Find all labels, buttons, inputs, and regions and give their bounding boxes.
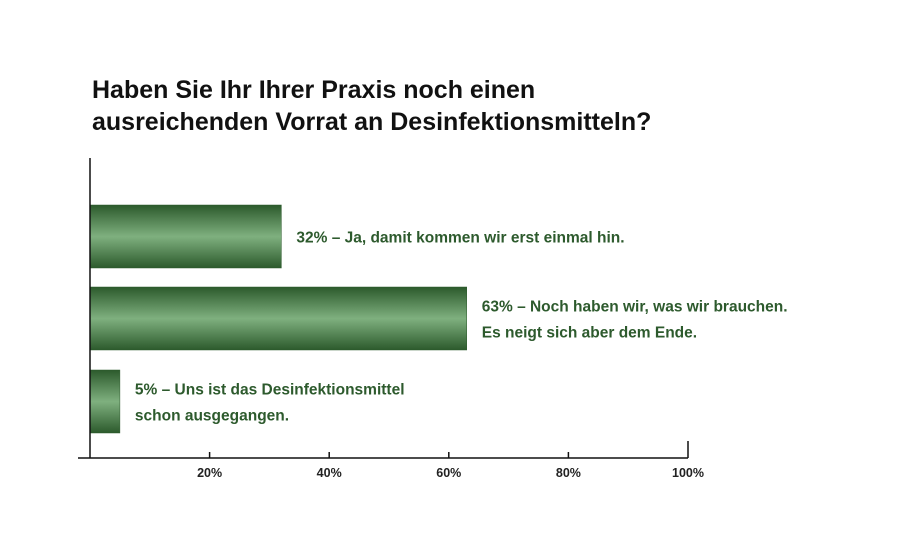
axes-group: 20% 40% 60% 80% 100%: [78, 158, 704, 480]
bar-3-label-line-1: 5% – Uns ist das Desinfektionsmittel: [135, 382, 405, 399]
bar-2-label-line-1: 63% – Noch haben wir, was wir brauchen.: [482, 299, 788, 316]
bar-3: [89, 369, 121, 434]
bars-group: [89, 204, 467, 434]
x-tick-label-80: 80%: [556, 466, 581, 480]
bar-3-label-line-2: schon ausgegangen.: [135, 408, 289, 425]
chart-title: Haben Sie Ihr Ihrer Praxis noch einen au…: [92, 74, 852, 138]
x-tick-label-40: 40%: [317, 466, 342, 480]
x-tick-label-20: 20%: [197, 466, 222, 480]
bar-1-label-line-1: 32% – Ja, damit kommen wir erst einmal h…: [296, 230, 624, 247]
x-tick-label-100: 100%: [672, 466, 704, 480]
bar-1: [89, 204, 282, 269]
chart-title-line-1: Haben Sie Ihr Ihrer Praxis noch einen: [92, 76, 536, 104]
bar-labels-group: 32% – Ja, damit kommen wir erst einmal h…: [135, 230, 788, 425]
bar-2: [89, 286, 467, 351]
chart-title-line-2: ausreichenden Vorrat an Desinfektionsmit…: [92, 108, 652, 136]
bar-2-label-line-2: Es neigt sich aber dem Ende.: [482, 325, 697, 342]
x-tick-label-60: 60%: [436, 466, 461, 480]
